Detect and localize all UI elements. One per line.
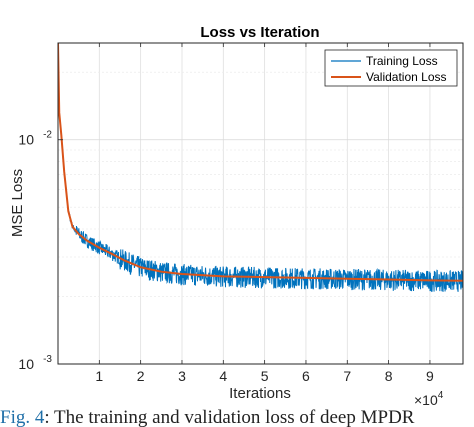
x-axis-multiplier: ×104 xyxy=(414,390,444,408)
plot-area: 1 2 3 4 5 6 7 8 9 10-2 10-3 xyxy=(18,42,464,384)
caption-figure-label: Fig. 4 xyxy=(0,409,45,427)
x-tick-label: 2 xyxy=(137,368,145,384)
legend-label-validation: Validation Loss xyxy=(366,70,447,84)
series-line-training-loss xyxy=(58,45,463,293)
x-tick-label: 8 xyxy=(385,368,393,384)
plot-frame xyxy=(57,42,464,365)
x-tick-label: 6 xyxy=(302,368,310,384)
caption-text: : The training and validation loss of de… xyxy=(44,409,415,427)
y-tick-label: 10 -2 xyxy=(18,130,52,148)
y-axis-label: MSE Loss xyxy=(9,169,26,237)
chart-title: Loss vs Iteration xyxy=(200,24,319,41)
x-axis-label: Iterations xyxy=(229,385,291,402)
x-tick-label: 1 xyxy=(95,368,103,384)
y-axis-ticks: 10-2 10-3 xyxy=(18,130,63,372)
series-line-validation-loss xyxy=(58,43,463,282)
x-tick-label: 9 xyxy=(426,368,434,384)
x-tick-label: 4 xyxy=(219,368,227,384)
legend-box xyxy=(324,49,458,87)
series-layer xyxy=(58,43,463,293)
legend: Training Loss Validation Loss xyxy=(324,49,458,87)
legend-label-training: Training Loss xyxy=(366,54,438,68)
figure-caption: Fig. 4: The training and validation loss… xyxy=(0,409,474,427)
x-tick-label: 7 xyxy=(343,368,351,384)
x-tick-label: 3 xyxy=(178,368,186,384)
plot-background xyxy=(58,43,463,364)
x-axis-ticks: 1 2 3 4 5 6 7 8 9 xyxy=(95,43,434,384)
x-tick-label: 5 xyxy=(261,368,269,384)
y-tick-label: 10 -3 xyxy=(18,354,52,372)
